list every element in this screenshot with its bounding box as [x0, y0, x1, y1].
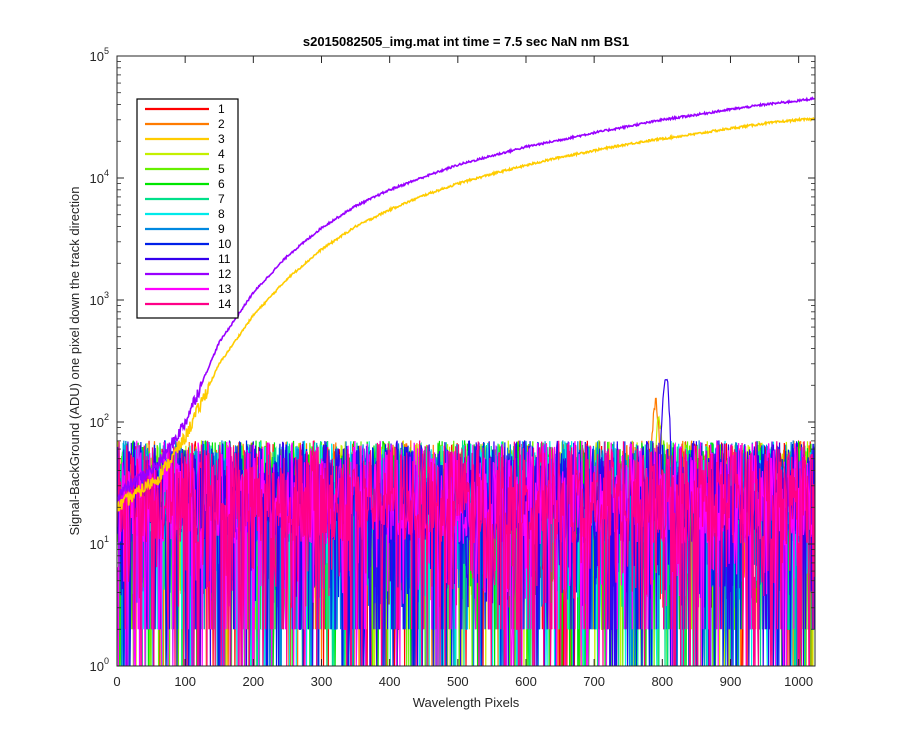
x-tick-label-400: 400: [379, 674, 401, 689]
y-tick-label-0: 100: [90, 656, 109, 674]
legend-label-5: 5: [218, 162, 225, 176]
y-tick-label-1: 101: [90, 534, 109, 552]
y-tick-label-4: 104: [90, 168, 109, 186]
y-tick-label-5: 105: [90, 46, 109, 64]
tick-layer: 0 100 200 300 400 500 600 700 800 900 100010010110…: [90, 46, 815, 689]
x-tick-label-900: 900: [720, 674, 742, 689]
legend-label-7: 7: [218, 192, 225, 206]
y-tick-label-2: 102: [90, 412, 109, 430]
legend-box: [136, 98, 239, 319]
legend-label-6: 6: [218, 177, 225, 191]
legend-label-14: 14: [218, 297, 232, 311]
legend-label-4: 4: [218, 147, 225, 161]
legend-label-8: 8: [218, 207, 225, 221]
axes-box: [116, 55, 816, 667]
legend-label-1: 1: [218, 102, 225, 116]
legend-label-11: 11: [218, 252, 231, 266]
x-tick-label-600: 600: [515, 674, 537, 689]
x-tick-label-300: 300: [311, 674, 333, 689]
series-line-3: [117, 116, 815, 513]
x-tick-label-100: 100: [174, 674, 196, 689]
series-line-14: [117, 440, 815, 666]
legend-label-9: 9: [218, 222, 225, 236]
x-tick-label-0: 0: [113, 674, 120, 689]
series-line-12: [117, 96, 815, 503]
legend-label-3: 3: [218, 132, 225, 146]
legend-label-2: 2: [218, 117, 225, 131]
y-tick-label-3: 103: [90, 290, 109, 308]
x-tick-label-200: 200: [242, 674, 264, 689]
x-tick-label-800: 800: [651, 674, 673, 689]
x-axis-title: Wavelength Pixels: [413, 695, 520, 710]
series-layer: [117, 96, 815, 666]
chart-title: s2015082505_img.mat int time = 7.5 sec N…: [303, 34, 629, 49]
x-tick-label-700: 700: [583, 674, 605, 689]
legend-label-13: 13: [218, 282, 232, 296]
y-axis-title: Signal-BackGround (ADU) one pixel down t…: [67, 186, 82, 535]
x-tick-label-500: 500: [447, 674, 469, 689]
legend-label-12: 12: [218, 267, 232, 281]
legend-label-10: 10: [218, 237, 232, 251]
x-tick-label-1000: 1000: [784, 674, 813, 689]
